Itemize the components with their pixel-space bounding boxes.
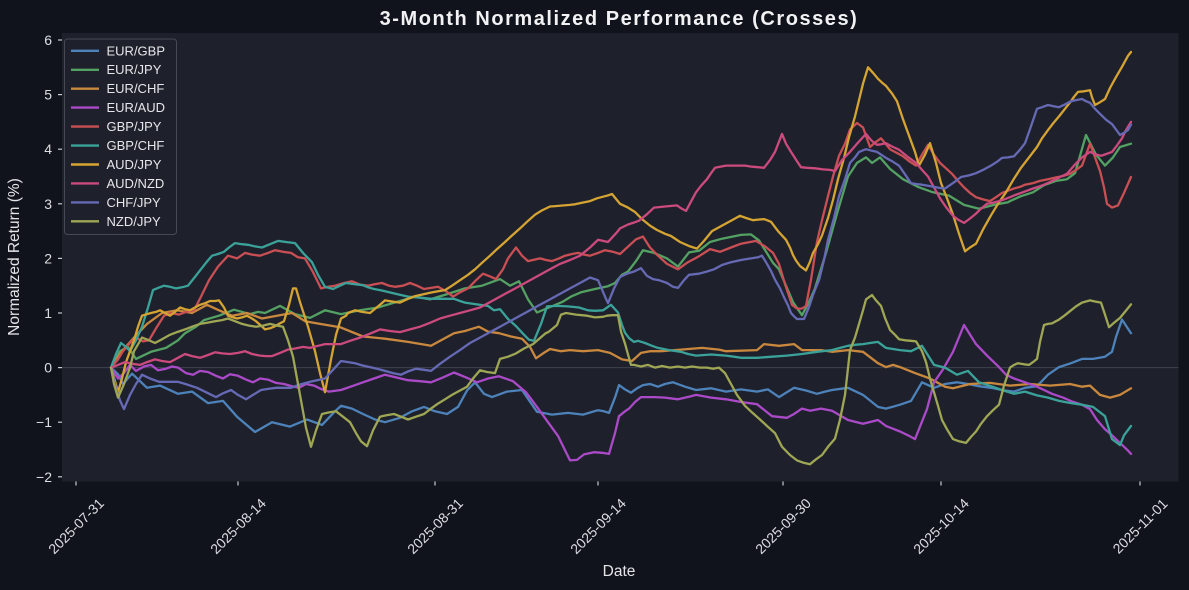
svg-text:NZD/JPY: NZD/JPY bbox=[107, 214, 162, 229]
svg-text:−2: −2 bbox=[36, 469, 52, 485]
svg-text:Normalized Return (%): Normalized Return (%) bbox=[6, 178, 23, 336]
svg-text:6: 6 bbox=[44, 32, 52, 48]
svg-text:EUR/GBP: EUR/GBP bbox=[107, 43, 166, 58]
svg-text:EUR/CHF: EUR/CHF bbox=[107, 81, 165, 96]
svg-text:5: 5 bbox=[44, 87, 52, 103]
svg-text:0: 0 bbox=[44, 360, 52, 376]
svg-text:GBP/CHF: GBP/CHF bbox=[107, 138, 165, 153]
svg-text:Date: Date bbox=[603, 563, 636, 580]
svg-text:AUD/NZD: AUD/NZD bbox=[107, 176, 165, 191]
svg-text:CHF/JPY: CHF/JPY bbox=[107, 195, 162, 210]
svg-text:GBP/JPY: GBP/JPY bbox=[107, 119, 162, 134]
svg-text:3-Month Normalized Performance: 3-Month Normalized Performance (Crosses) bbox=[380, 8, 859, 30]
svg-text:−1: −1 bbox=[36, 414, 52, 430]
svg-text:AUD/JPY: AUD/JPY bbox=[107, 157, 162, 172]
svg-text:1: 1 bbox=[44, 305, 52, 321]
svg-text:EUR/JPY: EUR/JPY bbox=[107, 62, 162, 77]
svg-text:3: 3 bbox=[44, 196, 52, 212]
svg-text:4: 4 bbox=[44, 141, 52, 157]
svg-text:EUR/AUD: EUR/AUD bbox=[107, 100, 166, 115]
svg-text:2: 2 bbox=[44, 250, 52, 266]
